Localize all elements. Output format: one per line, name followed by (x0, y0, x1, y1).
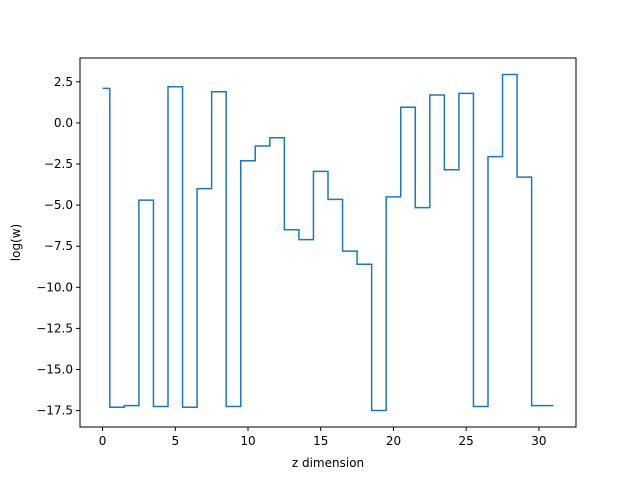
y-axis-ticks: 2.5 0.0 −2.5 −5.0 −7.5 −10.0 −12.5 −15.0 −17.5 (36, 75, 80, 418)
y-axis-label: log(w) (9, 224, 23, 261)
x-axis-ticks: 0 5 10 15 20 25 30 (99, 427, 547, 448)
y-tick-label: −12.5 (36, 321, 73, 335)
y-tick-label: −7.5 (44, 239, 73, 253)
x-tick-label: 5 (171, 434, 179, 448)
series-line (102, 73, 554, 412)
x-tick-label: 20 (386, 434, 401, 448)
plot-area-background (80, 58, 576, 427)
x-tick-label: 10 (240, 434, 255, 448)
x-axis-label: z dimension (292, 456, 364, 470)
y-tick-label: −17.5 (36, 404, 73, 418)
x-tick-label: 30 (531, 434, 546, 448)
x-tick-label: 15 (313, 434, 328, 448)
y-tick-label: −15.0 (36, 362, 73, 376)
x-tick-label: 0 (99, 434, 107, 448)
plot-frame (79, 57, 577, 428)
y-tick-label: −10.0 (36, 280, 73, 294)
y-tick-label: 2.5 (54, 75, 73, 89)
series-layer (102, 73, 554, 412)
y-tick-label: −5.0 (44, 198, 73, 212)
x-tick-label: 25 (459, 434, 474, 448)
y-tick-label: −2.5 (44, 157, 73, 171)
y-tick-label: 0.0 (54, 116, 73, 130)
